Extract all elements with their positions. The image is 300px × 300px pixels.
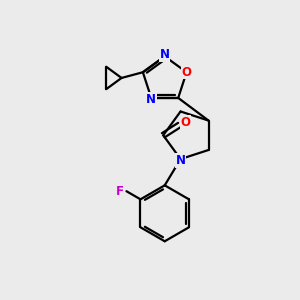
Text: O: O [182,66,192,79]
Text: N: N [176,154,185,167]
Text: O: O [180,116,190,128]
Text: N: N [146,93,156,106]
Text: N: N [160,48,170,62]
Text: F: F [116,185,124,198]
